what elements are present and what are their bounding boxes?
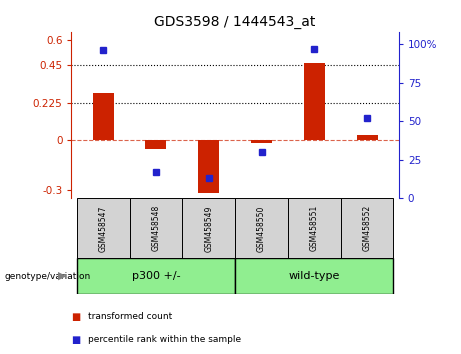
Bar xyxy=(93,93,114,140)
Title: GDS3598 / 1444543_at: GDS3598 / 1444543_at xyxy=(154,16,316,29)
Bar xyxy=(198,140,219,193)
Bar xyxy=(145,140,166,149)
Text: transformed count: transformed count xyxy=(88,312,172,321)
Text: wild-type: wild-type xyxy=(289,271,340,281)
Bar xyxy=(356,135,378,140)
Text: ▶: ▶ xyxy=(59,271,67,281)
Bar xyxy=(288,198,341,258)
Text: GSM458552: GSM458552 xyxy=(363,205,372,251)
Text: ■: ■ xyxy=(71,335,81,345)
Text: GSM458548: GSM458548 xyxy=(151,205,160,251)
Bar xyxy=(130,198,182,258)
Bar xyxy=(77,198,130,258)
Bar xyxy=(77,258,235,294)
Text: GSM458549: GSM458549 xyxy=(204,205,213,252)
Text: genotype/variation: genotype/variation xyxy=(5,272,91,281)
Text: percentile rank within the sample: percentile rank within the sample xyxy=(88,335,241,344)
Bar xyxy=(304,63,325,140)
Text: GSM458551: GSM458551 xyxy=(310,205,319,251)
Bar xyxy=(235,198,288,258)
Bar xyxy=(235,258,394,294)
Text: ■: ■ xyxy=(71,312,81,322)
Text: p300 +/-: p300 +/- xyxy=(131,271,180,281)
Bar xyxy=(251,140,272,143)
Bar xyxy=(341,198,394,258)
Bar xyxy=(182,198,235,258)
Text: GSM458547: GSM458547 xyxy=(99,205,107,252)
Text: GSM458550: GSM458550 xyxy=(257,205,266,252)
